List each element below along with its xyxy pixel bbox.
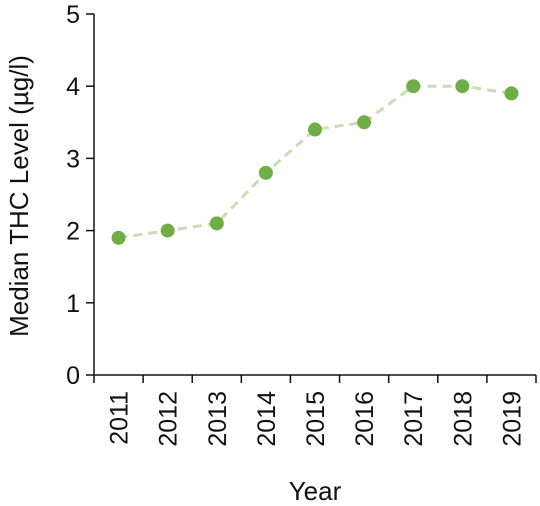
data-point [455, 79, 470, 94]
x-tick-label: 2015 [302, 391, 330, 447]
data-point [111, 230, 126, 245]
x-tick-label: 2012 [155, 391, 183, 447]
x-axis-title: Year [289, 476, 342, 506]
y-tick-label: 2 [66, 218, 80, 246]
series-line [118, 84, 512, 240]
x-tick-label: 2016 [351, 391, 379, 447]
data-point [406, 79, 421, 94]
x-tick-label: 2017 [400, 391, 428, 447]
x-tick-label: 2011 [106, 391, 134, 445]
data-point [160, 223, 175, 238]
data-point [209, 216, 224, 231]
y-tick-label: 0 [66, 362, 80, 390]
x-tick-label: 2014 [253, 391, 281, 447]
data-point [258, 165, 273, 180]
data-point [308, 122, 322, 137]
x-tick-label: 2018 [449, 391, 477, 447]
data-point [357, 115, 372, 130]
x-ticks: 2011 2012 2013 2014 2015 2016 2017 2018 2019 [93, 375, 537, 447]
x-tick-label: 2019 [498, 391, 526, 447]
y-tick-label: 5 [66, 1, 80, 29]
data-points [111, 79, 519, 245]
x-tick-label: 2013 [204, 391, 232, 447]
y-axis-title: Median THC Level (µg/l) [4, 55, 34, 337]
y-ticks: 0 1 2 3 4 5 [66, 1, 94, 390]
y-tick-label: 1 [66, 290, 80, 318]
y-tick-label: 3 [66, 145, 80, 173]
y-tick-label: 4 [66, 73, 80, 101]
data-point [504, 86, 519, 101]
